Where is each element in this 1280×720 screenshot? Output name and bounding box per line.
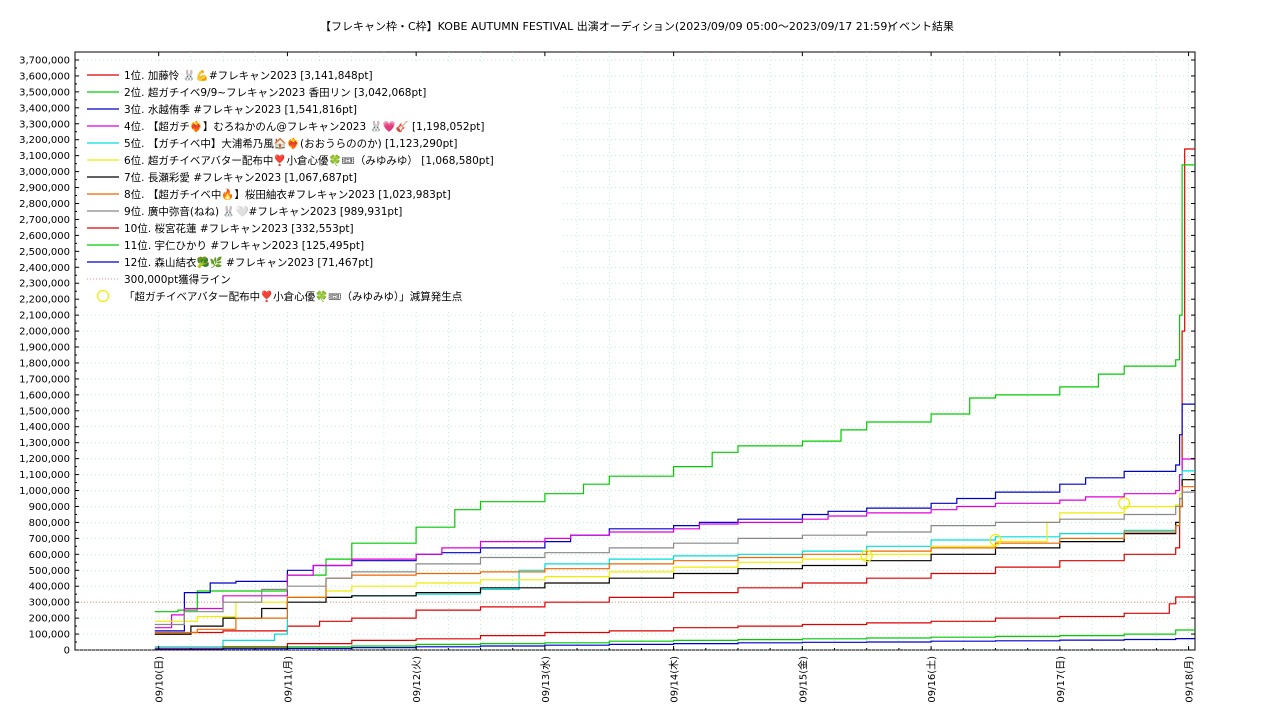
y-tick-label: 3,700,000 [19,55,70,66]
y-tick-label: 300,000 [29,598,70,609]
legend-label-threshold: 300,000pt獲得ライン [124,273,231,286]
x-axis: 09/10(日) 09/11(月) 09/12(火) 09/13(水) 09/14(木)… [155,52,1196,703]
series-line-10 [154,596,1195,649]
y-tick-label: 600,000 [29,550,70,561]
legend-label-marker: 「超ガチイベアバター配布中❣️小倉心優🍀🎟（みゆみゆ）」減算発生点 [124,290,462,303]
legend-label: 6位. 超ガチイベアバター配布中❣️小倉心優🍀🎟（みゆみゆ） [1,068,58… [124,154,494,167]
chart-title: 【フレキャン枠・C枠】KOBE AUTUMN FESTIVAL 出演オーディショ… [320,19,892,33]
series-line-4 [154,458,1195,629]
y-tick-label: 2,400,000 [19,263,70,274]
y-tick-label: 400,000 [29,582,70,593]
legend-label: 9位. 廣中弥音(ねね) 🐰🤍#フレキャン2023 [989,931pt] [124,205,402,218]
x-tick-label: 09/15(金) [796,656,809,703]
y-tick-label: 3,100,000 [19,151,70,162]
legend-swatch-marker [96,289,110,303]
y-tick-label: 700,000 [29,534,70,545]
legend-label: 7位. 長瀬彩愛 #フレキャン2023 [1,067,687pt] [124,171,357,184]
legend-label: 11位. 宇仁ひかり #フレキャン2023 [125,495pt] [124,239,364,252]
y-tick-label: 3,400,000 [19,103,70,114]
series-line-5 [154,470,1195,648]
y-tick-label: 500,000 [29,566,70,577]
marker-group [860,497,1131,563]
legend-label: 2位. 超ガチイベ9/9~フレキャン2023 香田リン [3,042,068pt… [124,86,426,99]
legend-background [80,64,560,312]
series-line-9 [154,491,1195,626]
legend: 1位. 加藤怜 🐰💪#フレキャン2023 [3,141,848pt] 2位. 超ガ… [80,64,560,312]
y-tick-label: 0 [64,646,70,657]
series-line-8 [154,486,1195,634]
legend-label: 8位. 【超ガチイベ中🔥】桜田紬衣#フレキャン2023 [1,023,983pt… [124,188,451,201]
series-line-6 [154,479,1195,622]
series-line-11 [154,629,1195,650]
y-tick-label: 2,600,000 [19,231,70,242]
y-tick-label: 1,500,000 [19,406,70,417]
marker-point [1118,497,1131,510]
y-tick-label: 3,200,000 [19,135,70,146]
legend-label: 3位. 水越侑季 #フレキャン2023 [1,541,816pt] [124,103,357,116]
y-tick-label: 200,000 [29,614,70,625]
y-tick-label: 3,300,000 [19,119,70,130]
series-line-1 [154,148,1195,635]
y-tick-label: 3,600,000 [19,71,70,82]
legend-label: 5位. 【ガチイベ中】大浦希乃風🏠❤️‍🔥(おおうらののか) [1,123,29… [124,137,457,150]
x-tick-label: 09/16(土) [925,656,938,703]
x-tick-label: 09/11(月) [282,656,294,703]
y-tick-label: 2,300,000 [19,279,70,290]
grid [75,52,1195,651]
legend-label: 4位. 【超ガチ❤️‍🔥】むろねかのん@フレキャン2023 🐰💗🎸 [1,198… [124,120,484,133]
marker-point [860,549,873,563]
series-line-2 [154,164,1195,613]
y-tick-label: 800,000 [29,518,70,529]
legend-label: 10位. 桜宮花蓮 #フレキャン2023 [332,553pt] [124,222,354,235]
y-tick-label: 1,300,000 [19,438,70,449]
x-tick-label: 09/10(日) [155,656,166,703]
marker-point [989,533,1002,547]
y-tick-label: 2,900,000 [19,183,70,194]
y-tick-label: 2,200,000 [19,295,70,306]
y-tick-label: 1,800,000 [19,358,70,369]
y-tick-label: 1,600,000 [19,390,70,401]
x-tick-label: 09/12(火) [411,656,423,703]
y-tick-label: 1,000,000 [19,486,70,497]
series-group [154,148,1195,651]
y-axis: 0 100,000 200,000 300,000 400,000 500,000 600,… [19,55,1195,657]
y-tick-label: 2,800,000 [19,199,70,210]
y-tick-label: 1,700,000 [19,374,70,385]
y-tick-label: 1,100,000 [19,470,70,481]
chart-subtitle: イベント結果 [888,19,954,33]
y-tick-label: 100,000 [29,630,70,641]
x-tick-label: 09/14(木) [669,656,681,703]
y-tick-label: 3,000,000 [19,167,70,178]
y-tick-label: 3,500,000 [19,87,70,98]
legend-label: 12位. 森山結衣🥦🌿 #フレキャン2023 [71,467pt] [124,256,373,269]
y-tick-label: 2,700,000 [19,215,70,226]
y-tick-label: 2,000,000 [19,327,70,338]
y-tick-label: 2,500,000 [19,247,70,258]
x-tick-label: 09/13(水) [540,656,552,703]
y-tick-label: 2,100,000 [19,311,70,322]
y-tick-label: 900,000 [29,502,70,513]
x-tick-label: 09/17(日) [1056,656,1067,703]
x-tick-label: 09/18(月) [1184,656,1196,703]
y-tick-label: 1,900,000 [19,343,70,354]
legend-label: 1位. 加藤怜 🐰💪#フレキャン2023 [3,141,848pt] [124,69,373,82]
y-tick-label: 1,400,000 [19,422,70,433]
y-tick-label: 1,200,000 [19,454,70,465]
